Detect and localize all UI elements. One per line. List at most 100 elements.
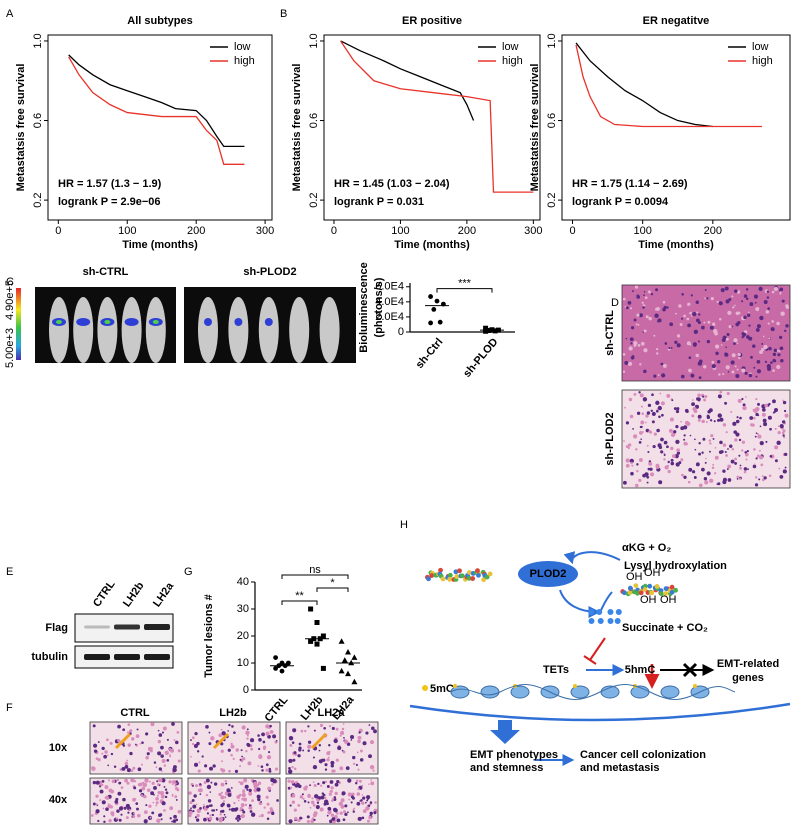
cell bbox=[661, 413, 664, 417]
cell bbox=[293, 767, 297, 771]
cell bbox=[245, 750, 248, 753]
cell bbox=[150, 791, 155, 796]
enzyme-shape bbox=[518, 561, 578, 587]
cell bbox=[760, 463, 764, 467]
cell bbox=[193, 794, 197, 798]
cell bbox=[150, 747, 153, 750]
cell bbox=[258, 815, 261, 818]
cell bbox=[292, 728, 297, 733]
cell bbox=[160, 770, 163, 772]
image-label: sh-CTRL bbox=[83, 266, 129, 278]
row-label: 40x bbox=[49, 794, 68, 806]
cell bbox=[688, 467, 693, 472]
cell bbox=[639, 393, 644, 398]
y-axis-label: Metastatsis free survival bbox=[15, 64, 27, 192]
protein-blob bbox=[459, 573, 465, 579]
data-point bbox=[338, 667, 345, 674]
cell bbox=[160, 754, 164, 758]
cell bbox=[630, 342, 633, 345]
cell bbox=[703, 476, 708, 481]
cell bbox=[630, 471, 634, 476]
cell bbox=[711, 466, 715, 470]
cell bbox=[722, 480, 727, 485]
cell bbox=[741, 397, 744, 401]
cell bbox=[757, 402, 760, 406]
cell bbox=[779, 289, 782, 292]
cell bbox=[784, 466, 787, 469]
cell bbox=[763, 344, 768, 350]
cell bbox=[697, 418, 701, 422]
cell bbox=[106, 738, 109, 742]
cell bbox=[727, 478, 732, 482]
cell bbox=[742, 403, 746, 407]
cell bbox=[625, 445, 629, 449]
x-tick-label: 100 bbox=[391, 225, 409, 237]
cell bbox=[93, 749, 98, 753]
cell bbox=[168, 780, 172, 784]
cell bbox=[262, 740, 266, 744]
cell bbox=[194, 816, 197, 819]
cell bbox=[759, 441, 764, 446]
cell bbox=[192, 809, 195, 813]
cell bbox=[362, 809, 367, 813]
cell bbox=[171, 783, 174, 786]
cell bbox=[722, 443, 727, 447]
cell bbox=[335, 758, 339, 762]
cell bbox=[131, 737, 135, 741]
cell bbox=[330, 760, 335, 765]
cell bbox=[731, 325, 734, 328]
chart-title: ER negatitve bbox=[643, 15, 710, 27]
cell bbox=[709, 450, 711, 453]
signal bbox=[264, 318, 273, 326]
x-tick-label: sh-Ctrl bbox=[414, 336, 446, 371]
cell bbox=[269, 811, 272, 814]
cell bbox=[297, 784, 302, 789]
cell bbox=[683, 438, 686, 441]
cell bbox=[165, 791, 169, 795]
cell bbox=[332, 797, 335, 800]
cell bbox=[713, 329, 718, 334]
cell bbox=[330, 813, 335, 817]
cell bbox=[752, 464, 757, 469]
cell bbox=[625, 458, 630, 463]
cell bbox=[211, 809, 214, 812]
cell bbox=[230, 744, 235, 749]
cell bbox=[741, 449, 744, 452]
cell bbox=[781, 431, 785, 435]
cell bbox=[324, 763, 328, 767]
mark-label: 5mC bbox=[430, 683, 454, 695]
cell bbox=[650, 293, 654, 296]
cell bbox=[137, 813, 141, 818]
cell bbox=[319, 807, 324, 812]
cell bbox=[225, 782, 228, 785]
cell bbox=[670, 346, 673, 349]
data-point bbox=[279, 668, 285, 674]
cell bbox=[153, 793, 155, 796]
nucleosome bbox=[480, 685, 500, 699]
column-label: LH2b bbox=[219, 707, 247, 719]
protein-blob bbox=[487, 571, 493, 577]
cell bbox=[730, 360, 735, 365]
cell bbox=[624, 406, 626, 409]
data-point bbox=[345, 670, 351, 677]
cell bbox=[334, 815, 338, 819]
cell bbox=[104, 785, 109, 790]
cell bbox=[667, 460, 670, 464]
methyl-dot bbox=[693, 684, 697, 688]
cell bbox=[164, 795, 168, 799]
cell bbox=[138, 789, 143, 793]
cell bbox=[156, 783, 160, 786]
cell bbox=[143, 794, 147, 799]
cell bbox=[232, 757, 235, 760]
cell bbox=[783, 470, 786, 473]
data-point bbox=[314, 641, 320, 647]
cell bbox=[326, 814, 329, 817]
cell bbox=[735, 419, 740, 424]
inhibit-bar bbox=[583, 655, 597, 665]
cell bbox=[196, 741, 200, 746]
cell bbox=[341, 749, 344, 752]
cell bbox=[289, 804, 292, 807]
cell bbox=[672, 454, 676, 459]
cell bbox=[712, 437, 715, 440]
cell bbox=[227, 730, 229, 732]
